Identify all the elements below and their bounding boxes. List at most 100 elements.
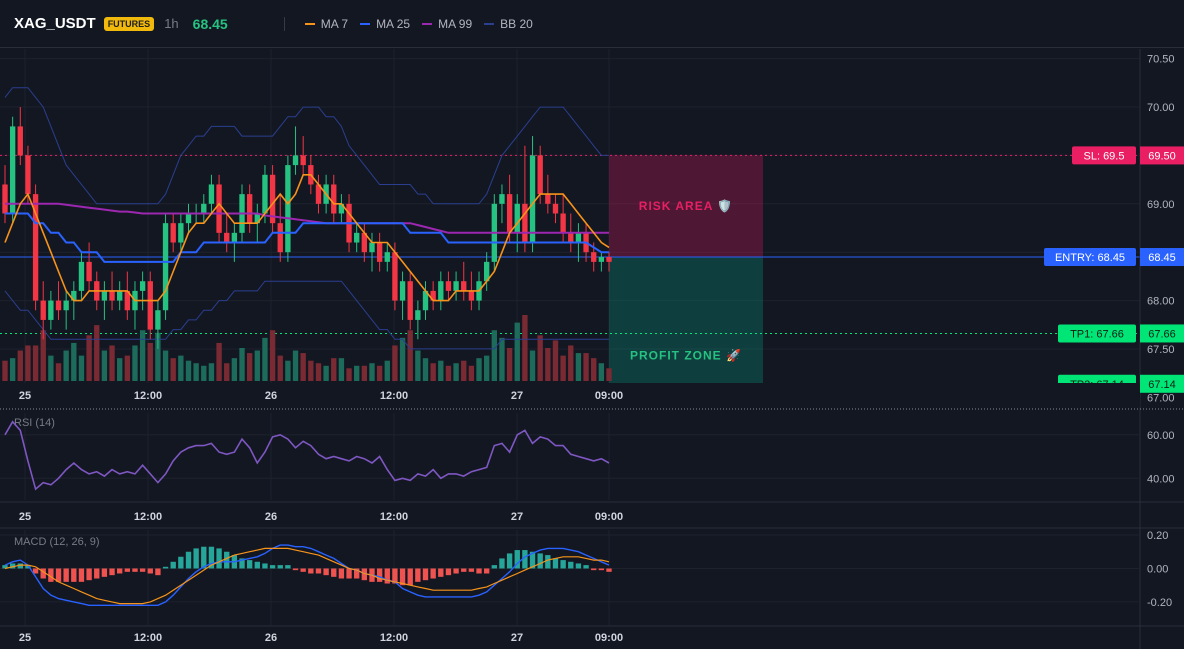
volume-bar: [506, 348, 513, 381]
volume-bar: [453, 363, 459, 381]
volume-bar: [568, 345, 574, 381]
ma7-swatch: [304, 22, 315, 25]
volume-bar: [300, 353, 306, 381]
macd-line: [4, 544, 610, 606]
symbol-label[interactable]: XAG_USDT: [14, 15, 96, 32]
macd-histogram-bar: [300, 568, 306, 572]
volume-bar: [262, 337, 268, 381]
legend-ma25[interactable]: MA 25: [360, 17, 410, 31]
macd-histogram-bar: [9, 563, 16, 569]
macd-histogram-bar: [483, 568, 490, 574]
macd-histogram-bar: [499, 558, 505, 569]
macd-time-label: 12:00: [134, 632, 162, 644]
volume-bar: [78, 355, 85, 381]
macd-histogram-bar: [155, 568, 161, 576]
candle-body: [216, 184, 222, 233]
tp1-tag: [1058, 324, 1136, 343]
macd-histogram-bar: [185, 551, 192, 569]
macd-histogram-bar: [407, 568, 413, 586]
last-price: 68.45: [192, 15, 228, 32]
stop-loss-tag-label: SL: 69.5: [1084, 150, 1125, 162]
macd-time-label: 12:00: [380, 632, 408, 644]
candle-body: [537, 155, 543, 195]
timeframe-label[interactable]: 1h: [164, 16, 179, 31]
macd-histogram-bar: [239, 558, 245, 569]
macd-histogram-bar: [545, 555, 551, 569]
rsi-time-label: 09:00: [595, 511, 623, 523]
candle-body: [545, 194, 551, 204]
candle-body: [155, 310, 161, 330]
rsi-time-label: 12:00: [380, 511, 408, 523]
bb-lower-line: [4, 280, 609, 350]
volume-bar: [606, 368, 612, 381]
macd-histogram-bar: [25, 565, 31, 569]
profit-zone-label: PROFIT ZONE 🚀: [630, 348, 742, 362]
candle-body: [86, 261, 92, 282]
candle-body: [208, 184, 215, 204]
macd-histogram-bar: [117, 568, 123, 574]
chart-header: XAG_USDT FUTURES 1h 68.45 MA 7 MA 25 MA …: [0, 0, 1184, 48]
volume-bar: [331, 358, 337, 381]
macd-axis-label: 0.00: [1147, 563, 1168, 575]
price-axis-label: 67.00: [1147, 392, 1175, 404]
rsi-title: RSI (14): [14, 417, 55, 429]
volume-bar: [162, 350, 169, 381]
legend-bb20[interactable]: BB 20: [484, 17, 533, 31]
volume-bar: [354, 365, 360, 381]
macd-histogram-bar: [606, 568, 612, 572]
volume-bar: [17, 350, 23, 381]
volume-bar: [461, 360, 467, 381]
macd-histogram-bar: [338, 568, 345, 579]
macd-histogram-bar: [86, 568, 92, 581]
macd-histogram-bar: [575, 563, 582, 569]
header-divider: [283, 16, 285, 31]
macd-histogram-bar: [506, 553, 513, 569]
macd-histogram-bar: [315, 568, 322, 574]
volume-bar: [407, 330, 413, 381]
legend-ma99[interactable]: MA 99: [422, 17, 472, 31]
volume-bar: [384, 360, 390, 381]
volume-bar: [185, 360, 192, 381]
candle-body: [591, 252, 597, 262]
price-axis-label: 70.50: [1147, 54, 1175, 66]
volume-bar: [499, 337, 505, 381]
macd-histogram-bar: [552, 558, 559, 569]
macd-histogram-bar: [170, 561, 176, 569]
volume-bar: [399, 337, 406, 381]
volume-bar: [40, 330, 46, 381]
macd-histogram-bar: [384, 568, 390, 584]
volume-bar: [491, 330, 497, 381]
legend-bb20-label: BB 20: [500, 16, 533, 31]
macd-histogram-bar: [162, 566, 169, 569]
candle-body: [292, 155, 299, 166]
volume-bar: [239, 348, 245, 381]
candle-body: [277, 223, 283, 253]
macd-histogram-bar: [415, 568, 421, 582]
macd-time-label: 25: [19, 632, 31, 644]
price-axis-label: 67.50: [1147, 344, 1175, 356]
candle-body: [331, 184, 337, 214]
legend-ma7[interactable]: MA 7: [304, 17, 348, 31]
tp1-tag-label: TP1: 67.66: [1070, 328, 1124, 340]
macd-histogram-bar: [476, 568, 482, 574]
volume-bar: [308, 360, 314, 381]
candle-body: [55, 300, 62, 311]
macd-histogram-bar: [269, 565, 276, 569]
rsi-time-label: 25: [19, 511, 31, 523]
candle-body: [2, 184, 8, 214]
volume-bar: [545, 348, 551, 381]
ma7-line: [4, 174, 610, 302]
risk-area-zone: [609, 155, 763, 258]
macd-histogram-bar: [109, 568, 115, 576]
macd-histogram-bar: [537, 553, 543, 569]
volume-bar: [591, 358, 597, 381]
legend-ma99-label: MA 99: [438, 16, 473, 31]
candle-body: [438, 281, 444, 301]
volume-bar: [575, 353, 582, 381]
volume-bar: [514, 322, 520, 381]
candle-body: [63, 300, 69, 311]
macd-histogram-bar: [292, 568, 299, 571]
ma99-swatch: [422, 22, 433, 25]
candle-body: [124, 290, 131, 311]
